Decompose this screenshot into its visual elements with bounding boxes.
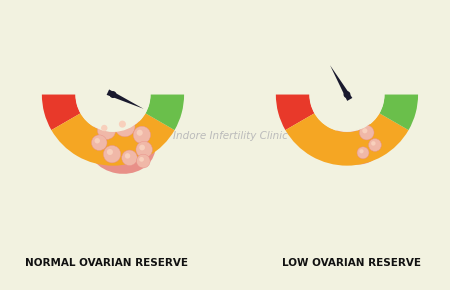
- Wedge shape: [42, 95, 81, 130]
- Circle shape: [65, 138, 73, 146]
- Circle shape: [310, 58, 384, 131]
- Circle shape: [110, 92, 116, 97]
- Circle shape: [122, 150, 137, 166]
- Wedge shape: [285, 113, 409, 166]
- Circle shape: [137, 130, 143, 136]
- Circle shape: [369, 139, 381, 151]
- Circle shape: [125, 153, 130, 159]
- Circle shape: [139, 157, 144, 162]
- Circle shape: [107, 149, 113, 155]
- Wedge shape: [276, 95, 315, 130]
- Circle shape: [101, 125, 108, 131]
- Circle shape: [104, 146, 121, 163]
- Circle shape: [360, 149, 364, 153]
- Ellipse shape: [332, 121, 382, 164]
- Circle shape: [94, 138, 100, 144]
- Circle shape: [310, 137, 317, 143]
- Polygon shape: [330, 65, 352, 101]
- Circle shape: [139, 145, 145, 151]
- Circle shape: [76, 58, 150, 131]
- Polygon shape: [107, 89, 144, 109]
- Circle shape: [133, 126, 151, 144]
- Wedge shape: [145, 95, 184, 130]
- Circle shape: [136, 141, 153, 158]
- Circle shape: [357, 147, 369, 159]
- Circle shape: [136, 154, 150, 168]
- Wedge shape: [51, 113, 175, 166]
- Wedge shape: [379, 95, 418, 130]
- Text: Indore Infertility Clinic: Indore Infertility Clinic: [172, 131, 288, 141]
- Polygon shape: [69, 138, 94, 146]
- Ellipse shape: [87, 116, 156, 174]
- Circle shape: [115, 117, 135, 137]
- Circle shape: [119, 121, 126, 128]
- Circle shape: [97, 121, 116, 139]
- Circle shape: [371, 141, 376, 146]
- Circle shape: [360, 125, 374, 140]
- Circle shape: [344, 92, 350, 97]
- Text: LOW OVARIAN RESERVE: LOW OVARIAN RESERVE: [282, 258, 421, 268]
- Text: NORMAL OVARIAN RESERVE: NORMAL OVARIAN RESERVE: [25, 258, 188, 268]
- Circle shape: [362, 128, 367, 133]
- Circle shape: [91, 135, 107, 151]
- Polygon shape: [314, 137, 337, 143]
